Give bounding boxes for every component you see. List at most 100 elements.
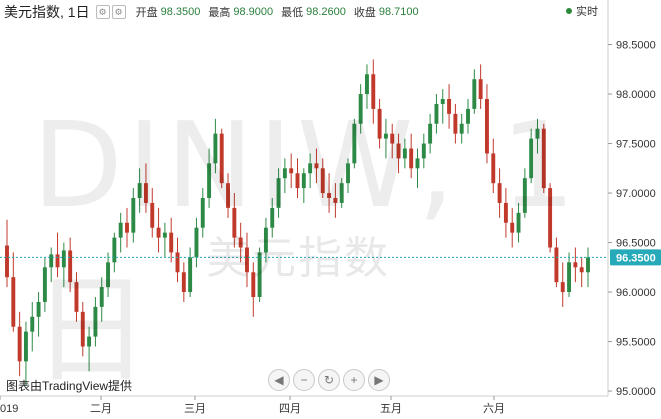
candle-body [459,123,464,134]
candle-body [55,254,60,268]
zoom-controls: ◀ − ↻ + ▶ [268,369,390,391]
candle-body [371,74,376,109]
candle-body [484,99,489,154]
candle-body [74,282,79,312]
indicator-icon[interactable]: ⚙ [111,5,126,19]
close-value: 98.7100 [378,6,419,18]
candle-body [200,198,205,228]
last-price-tag [610,249,661,266]
y-tick-label: 96.0000 [616,287,656,299]
candle-body [162,232,167,238]
candle-body [339,183,344,203]
open-label: 开盘 [135,7,158,19]
candle-body [579,267,584,273]
x-tick-label: 六月 [483,402,505,415]
settings-icon[interactable]: ⚙ [95,5,110,19]
scroll-left-button[interactable]: ◀ [268,369,290,391]
candle-body [11,277,16,327]
candle-body [61,250,66,268]
candle-body [156,227,161,238]
zoom-out-button[interactable]: − [293,369,315,391]
zoom-in-button[interactable]: + [343,369,365,391]
candle-body [586,257,590,273]
y-tick-label: 96.5000 [616,238,656,250]
candle-body [560,282,565,293]
candle-body [42,267,47,302]
candle-body [567,262,572,293]
candle-body [213,133,218,164]
candle-body [396,143,401,159]
open-value: 98.3500 [160,6,201,18]
candle-body [125,222,129,233]
candle-body [402,148,407,159]
candle-body [118,222,123,238]
candle-body [503,202,508,223]
x-tick-label: 四月 [279,403,301,415]
y-tick-label: 97.0000 [616,188,656,200]
x-tick-label: 019 [0,403,18,415]
candle-body [175,252,180,273]
x-tick-label: 二月 [90,403,112,415]
candle-body [150,202,155,228]
candle-body [548,188,553,248]
scroll-right-button[interactable]: ▶ [368,369,390,391]
candle-body [390,133,395,144]
candle-body [5,245,9,278]
candle-body [295,173,300,189]
candle-body [30,316,35,332]
candle-body [289,168,294,174]
candle-body [263,227,268,253]
candle-body [447,99,452,114]
candle-body [466,108,470,124]
candle-body [17,326,22,362]
high-label: 最高 [208,7,231,19]
y-tick-label: 95.0000 [616,386,656,398]
candle-body [434,103,439,124]
last-price-label: 96.3500 [616,252,656,264]
candle-body [207,163,212,198]
candle-body [238,237,243,248]
close-label: 收盘 [353,7,376,19]
candle-body [421,143,426,159]
high-value: 98.9000 [233,6,274,18]
candle-body [301,173,306,189]
ohlc-header: 美元指数, 1日 ⚙ ⚙ 开盘 98.3500 最高 98.9000 最低 98… [4,2,419,22]
candle-body [226,183,230,208]
candle-body [383,133,388,139]
y-tick-label: 98.0000 [616,89,656,101]
realtime-indicator: 实时 [566,3,598,19]
candle-body [137,183,142,198]
candle-body [232,207,237,238]
candle-body [49,254,54,268]
candle-body [131,198,136,233]
candle-body [93,306,98,337]
candle-body [251,272,256,297]
candle-body [314,163,319,169]
y-tick-label: 95.5000 [616,337,656,349]
candle-body [99,287,104,307]
low-label: 最低 [281,7,304,19]
candle-body [428,123,433,144]
candle-body [327,193,332,198]
candle-body [573,262,578,268]
candle-body [106,262,111,288]
candle-body [143,183,148,203]
candle-body [270,207,275,228]
candle-body [554,247,559,283]
candle-body [276,178,281,208]
candle-body [516,212,521,233]
candle-body [282,168,287,179]
candle-body [453,113,458,134]
candle-body [333,198,338,203]
reset-button[interactable]: ↻ [318,369,340,391]
low-value: 98.2600 [306,6,346,18]
symbol-title: 美元指数, 1日 [4,4,90,20]
candle-body [510,222,515,233]
tradingview-credit: 图表由TradingView提供 [6,379,133,393]
candle-body [68,250,73,283]
candle-body [409,148,414,169]
x-tick-label: 五月 [380,403,402,415]
candle-body [346,163,350,184]
